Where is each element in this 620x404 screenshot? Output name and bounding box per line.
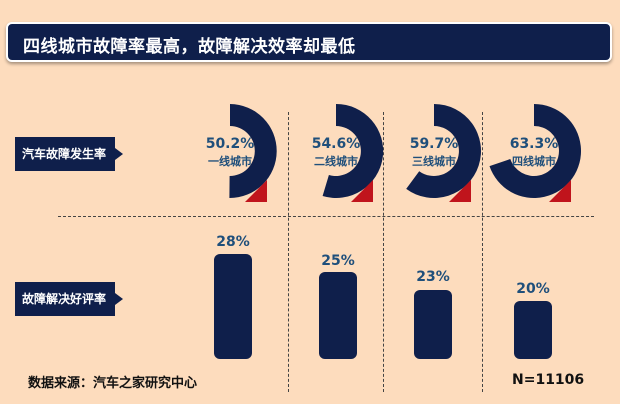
city-tier-label: 四线城市 bbox=[512, 155, 556, 168]
failure-rate-value: 50.2% bbox=[205, 136, 255, 152]
vertical-divider bbox=[482, 112, 483, 392]
vertical-divider bbox=[383, 112, 384, 392]
red-triangle-icon bbox=[245, 180, 267, 202]
rating-value: 28% bbox=[216, 234, 250, 250]
rating-value: 25% bbox=[321, 253, 355, 269]
failure-rate-value: 54.6% bbox=[311, 136, 361, 152]
failure-rate-value: 59.7% bbox=[409, 136, 459, 152]
city-tier-label: 二线城市 bbox=[314, 155, 358, 168]
donut-chart-tier1: 50.2% 一线城市 bbox=[175, 96, 285, 206]
horizontal-divider bbox=[58, 216, 296, 217]
row-label-failure-rate: 汽车故障发生率 bbox=[15, 137, 123, 171]
city-tier-label: 一线城市 bbox=[208, 155, 252, 168]
horizontal-divider bbox=[288, 216, 594, 217]
rating-bar bbox=[319, 272, 357, 359]
donut-ring bbox=[406, 104, 481, 202]
donut-chart-tier4: 63.3% 四线城市 bbox=[479, 96, 589, 206]
rating-value: 23% bbox=[416, 269, 450, 285]
donut-chart-tier3: 59.7% 三线城市 bbox=[379, 96, 489, 206]
row-label-resolution-rating: 故障解决好评率 bbox=[15, 282, 123, 316]
title-bar: 四线城市故障率最高，故障解决效率却最低 bbox=[6, 22, 612, 62]
sample-size: N=11106 bbox=[512, 372, 585, 388]
donut-ring bbox=[322, 103, 384, 202]
red-triangle-icon bbox=[549, 180, 571, 202]
city-tier-label: 三线城市 bbox=[412, 155, 456, 168]
failure-rate-value: 63.3% bbox=[509, 136, 559, 152]
data-source-note: 数据来源：汽车之家研究中心 bbox=[28, 376, 198, 391]
rating-value: 20% bbox=[516, 281, 550, 297]
rating-bar bbox=[514, 301, 552, 359]
donut-ring bbox=[229, 104, 277, 202]
page-title: 四线城市故障率最高，故障解决效率却最低 bbox=[23, 37, 356, 57]
vertical-divider bbox=[288, 112, 289, 392]
rating-bar bbox=[414, 290, 452, 359]
red-triangle-icon bbox=[449, 180, 471, 202]
donut-ring bbox=[489, 104, 582, 202]
donut-chart-tier2: 54.6% 二线城市 bbox=[281, 96, 391, 206]
red-triangle-icon bbox=[351, 180, 373, 202]
rating-bar bbox=[214, 254, 252, 359]
